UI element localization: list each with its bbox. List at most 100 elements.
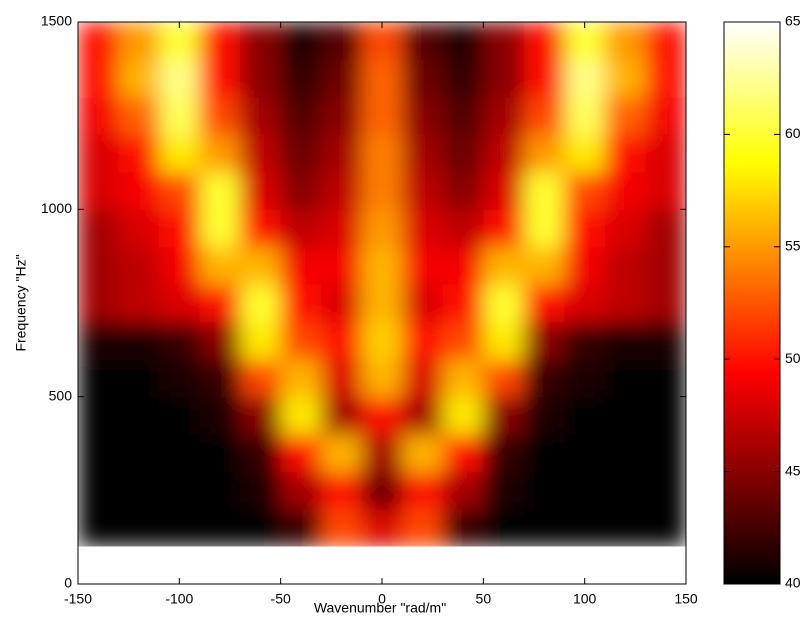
heat-cell [78, 471, 120, 510]
heat-cell [604, 321, 646, 360]
heat-cell [442, 284, 484, 323]
heat-cell [321, 396, 363, 435]
heat-cell [321, 434, 363, 473]
heat-cell [78, 434, 120, 473]
colorbar-tick-label: 65 [785, 13, 801, 29]
heat-cell [402, 284, 444, 323]
heat-cell [199, 171, 241, 210]
colorbar-tick-label: 45 [785, 462, 801, 478]
heat-cell [280, 209, 322, 248]
heat-cell [442, 509, 484, 547]
heat-cell [645, 396, 686, 435]
heat-cell [483, 321, 525, 360]
x-tick-label: -150 [64, 591, 92, 607]
heat-cell [564, 134, 606, 173]
heat-cell [321, 359, 363, 398]
heat-cell [402, 96, 444, 135]
heat-cell [604, 509, 646, 547]
heat-cell [645, 96, 686, 135]
heat-cell [361, 171, 403, 210]
heat-cell [361, 246, 403, 285]
heat-cell [199, 321, 241, 360]
heat-cell [159, 509, 201, 547]
heat-cell [442, 321, 484, 360]
heat-cell [159, 209, 201, 248]
heat-cell [483, 59, 525, 98]
x-tick-label: -50 [271, 591, 291, 607]
heat-cell [483, 359, 525, 398]
heat-cell [523, 284, 565, 323]
heat-cell [240, 134, 282, 173]
heat-cell [321, 96, 363, 135]
heat-cell [604, 59, 646, 98]
heat-cell [604, 171, 646, 210]
heat-cell [280, 59, 322, 98]
y-tick-label: 0 [64, 575, 72, 591]
colorbar-tick-label: 60 [785, 125, 801, 141]
heat-cell [361, 359, 403, 398]
x-tick-label: 150 [674, 591, 698, 607]
heat-cell [361, 321, 403, 360]
heat-cell [402, 22, 444, 60]
heat-cell [240, 209, 282, 248]
heat-cell [199, 134, 241, 173]
heat-cell [321, 284, 363, 323]
heat-cell [645, 171, 686, 210]
heat-cell [564, 321, 606, 360]
heat-cell [118, 284, 160, 323]
heat-cell [564, 171, 606, 210]
heat-cell [118, 434, 160, 473]
heat-cell [564, 284, 606, 323]
heat-cell [199, 434, 241, 473]
heat-cell [645, 359, 686, 398]
heat-cell [523, 246, 565, 285]
heat-cell [564, 509, 606, 547]
heat-cell [402, 246, 444, 285]
heat-cell [402, 171, 444, 210]
heat-cell [564, 59, 606, 98]
heat-cell [118, 171, 160, 210]
heat-cell [645, 471, 686, 510]
heat-cell [78, 209, 120, 248]
heat-cell [78, 96, 120, 135]
heat-cell [645, 59, 686, 98]
heat-cell [240, 246, 282, 285]
heat-cell [199, 209, 241, 248]
heat-cell [604, 96, 646, 135]
heat-cell [483, 209, 525, 248]
heat-cell [523, 22, 565, 60]
heat-cell [280, 396, 322, 435]
heat-cell [240, 471, 282, 510]
heat-cell [402, 209, 444, 248]
colorbar-tick-label: 40 [785, 575, 801, 591]
heat-cell [78, 59, 120, 98]
heat-cell [604, 284, 646, 323]
heat-cell [280, 509, 322, 547]
x-axis-label: Wavenumber "rad/m" [314, 600, 446, 616]
heat-cell [280, 246, 322, 285]
heat-cell [199, 471, 241, 510]
heat-cell [523, 434, 565, 473]
heat-cell [240, 171, 282, 210]
heat-cell [280, 22, 322, 60]
colorbar [723, 21, 781, 585]
heat-cell [78, 22, 120, 60]
heat-cell [118, 396, 160, 435]
heat-cell [402, 59, 444, 98]
heat-cell [280, 359, 322, 398]
heat-cell [280, 171, 322, 210]
heat-cell [321, 471, 363, 510]
heat-cell [483, 134, 525, 173]
heat-cell [118, 96, 160, 135]
heat-cell [483, 509, 525, 547]
heat-cell [280, 96, 322, 135]
heat-cell [483, 96, 525, 135]
heat-cell [483, 434, 525, 473]
heat-cell [118, 59, 160, 98]
heat-cell [645, 434, 686, 473]
heat-cell [604, 22, 646, 60]
heat-cell [361, 96, 403, 135]
heat-cell [442, 134, 484, 173]
heat-cell [240, 22, 282, 60]
heat-cell [604, 471, 646, 510]
